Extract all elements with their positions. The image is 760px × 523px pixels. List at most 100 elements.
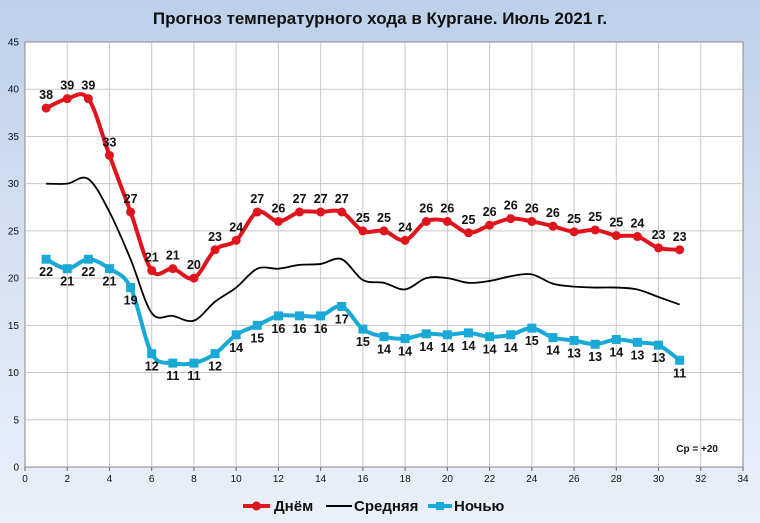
night-data-label: 11 [673,366,686,380]
night-point [168,358,178,368]
day-data-label: 39 [81,79,95,93]
day-point [316,207,326,217]
day-data-label: 24 [630,217,644,231]
night-point [316,311,326,321]
night-data-label: 17 [335,312,349,326]
night-point [231,330,241,340]
y-tick-label: 5 [13,415,19,426]
day-data-label: 26 [271,201,285,215]
x-tick-label: 22 [484,474,496,485]
night-point [421,329,431,339]
day-point [421,216,431,226]
night-data-label: 14 [398,345,412,359]
night-point [379,332,389,342]
night-point [527,323,537,333]
x-tick-label: 34 [737,474,749,485]
night-data-label: 16 [293,322,307,336]
day-point [147,266,157,276]
day-data-label: 26 [504,199,518,213]
legend-mean-label: Средняя [354,498,418,515]
y-tick-label: 20 [8,274,20,285]
day-data-label: 21 [166,249,180,263]
y-tick-label: 35 [8,132,20,143]
x-tick-label: 0 [22,474,28,485]
legend-day-marker [252,501,261,511]
night-point [41,254,51,264]
night-data-label: 14 [419,340,433,354]
night-data-label: 15 [356,335,370,349]
legend-day-label: Днём [274,498,313,515]
night-data-label: 16 [271,322,285,336]
day-point [358,226,368,236]
day-data-label: 39 [60,79,74,93]
y-tick-label: 0 [13,463,19,474]
day-point [337,207,347,217]
day-point [379,226,389,236]
day-point [83,94,93,104]
y-tick-label: 45 [8,38,20,49]
day-data-label: 24 [229,220,243,234]
night-point [126,283,136,293]
x-tick-label: 24 [526,474,538,485]
night-point [189,358,199,368]
day-data-label: 33 [103,135,117,149]
x-tick-label: 12 [273,474,285,485]
day-point [485,220,495,230]
series-line-mean [46,176,680,323]
night-data-label: 16 [314,322,328,336]
day-data-label: 26 [525,201,539,215]
day-data-label: 27 [335,192,349,206]
day-point [62,94,72,104]
day-point [675,245,685,255]
x-tick-label: 10 [231,474,243,485]
day-data-label: 20 [187,258,201,272]
data-labels: 38 39 39 33 27 21 21 20 23 24 27 26 27 27 27 25 25 24 26 26… [39,79,686,383]
night-point [273,311,283,321]
day-data-label: 23 [208,230,222,244]
series-layer [41,92,685,368]
day-data-label: 25 [356,211,370,225]
day-data-label: 25 [567,212,581,226]
y-tick-label: 15 [8,321,20,332]
night-point [104,264,114,274]
day-point [506,214,516,224]
night-point [569,335,579,345]
night-point [632,337,642,347]
night-point [611,335,621,344]
x-tick-label: 4 [107,474,113,485]
x-tick-label: 2 [64,474,70,485]
legend: Днём Средняя Ночью [243,498,505,515]
night-point [252,320,262,330]
day-data-label: 38 [39,88,53,102]
night-data-label: 14 [462,339,476,353]
x-tick-label: 16 [357,474,369,485]
day-point [527,216,537,226]
y-tick-label: 30 [8,179,20,190]
x-tick-label: 28 [611,474,623,485]
day-point [611,231,621,241]
night-point [548,333,558,343]
night-data-label: 15 [250,331,264,345]
day-data-label: 27 [250,192,264,206]
day-data-label: 25 [609,216,623,230]
night-data-label: 13 [567,346,581,360]
night-data-label: 14 [440,341,454,355]
day-data-label: 27 [293,192,307,206]
night-point [463,328,473,338]
night-data-label: 11 [187,369,200,383]
night-point [675,355,685,365]
legend-item-night: Ночью [428,498,505,515]
night-point [400,334,410,344]
legend-item-day: Днём [243,498,313,515]
night-data-label: 22 [39,265,53,279]
day-point [231,235,241,245]
legend-item-mean: Средняя [326,498,418,515]
axes: 0 2 4 6 8 10 12 14 16 18 20 22 24 26 28 30 32 34051015202… [8,38,749,486]
x-tick-label: 20 [442,474,454,485]
night-data-label: 13 [588,350,602,364]
x-tick-label: 26 [568,474,580,485]
night-data-label: 14 [546,344,560,358]
day-data-label: 26 [483,205,497,219]
night-data-label: 13 [652,351,666,365]
legend-night-marker [436,502,444,510]
